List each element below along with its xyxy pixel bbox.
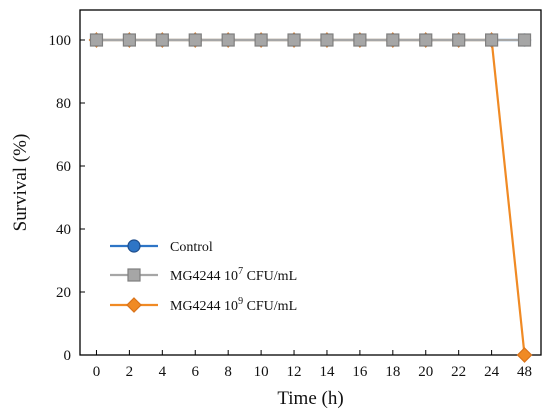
y-axis-title: Survival (%) <box>10 134 31 232</box>
x-tick-label: 12 <box>287 364 302 380</box>
series-line <box>96 38 526 356</box>
x-tick-label: 4 <box>159 364 167 380</box>
legend-item: Control <box>110 239 213 255</box>
chart-axes <box>79 9 542 356</box>
data-point <box>155 33 169 47</box>
series-2 <box>89 33 532 47</box>
data-point <box>287 33 301 47</box>
y-tick-label: 40 <box>56 222 71 238</box>
data-point <box>353 33 367 47</box>
data-point <box>516 347 533 363</box>
legend-marker <box>126 297 142 313</box>
legend-marker <box>127 268 141 282</box>
legend-label: MG4244 109 CFU/mL <box>170 296 297 314</box>
legend-label: Control <box>170 240 213 255</box>
x-tick-label: 16 <box>352 364 368 380</box>
x-tick-label: 10 <box>254 364 269 380</box>
x-tick-label: 18 <box>385 364 400 380</box>
y-tick-label: 80 <box>56 96 71 112</box>
x-tick-label: 6 <box>192 364 200 380</box>
data-point <box>452 33 466 47</box>
data-point <box>320 33 334 47</box>
y-tick-label: 100 <box>49 33 72 49</box>
legend: Control MG4244 107 CFU/mL MG4244 109 CFU/m… <box>110 239 297 314</box>
series-layer <box>88 32 533 363</box>
y-tick-label: 20 <box>56 285 71 301</box>
data-point <box>386 33 400 47</box>
data-point <box>122 33 136 47</box>
legend-item: MG4244 109 CFU/mL <box>110 296 297 314</box>
data-point <box>188 33 202 47</box>
x-axis-ticks: 0 2 4 6 8 10 12 14 16 18 20 22 24 48 <box>93 350 532 380</box>
y-tick-label: 60 <box>56 159 71 175</box>
x-tick-label: 48 <box>517 364 532 380</box>
plot-frame <box>79 9 542 356</box>
data-point <box>254 33 268 47</box>
legend-marker <box>127 239 141 253</box>
series-3 <box>88 32 533 363</box>
x-tick-label: 22 <box>451 364 466 380</box>
x-tick-label: 8 <box>224 364 232 380</box>
data-point <box>221 33 235 47</box>
data-point <box>419 33 433 47</box>
data-point <box>485 33 499 47</box>
x-tick-label: 2 <box>126 364 134 380</box>
x-tick-label: 0 <box>93 364 101 380</box>
x-tick-label: 20 <box>418 364 433 380</box>
legend-label: MG4244 107 CFU/mL <box>170 266 297 284</box>
x-axis-title: Time (h) <box>277 388 343 409</box>
data-point <box>517 33 532 47</box>
data-point <box>89 33 104 47</box>
y-axis-ticks: 0 20 40 60 80 100 <box>49 33 85 364</box>
x-tick-label: 14 <box>319 364 335 380</box>
x-tick-label: 24 <box>484 364 500 380</box>
legend-item: MG4244 107 CFU/mL <box>110 266 297 284</box>
y-tick-label: 0 <box>64 348 72 364</box>
